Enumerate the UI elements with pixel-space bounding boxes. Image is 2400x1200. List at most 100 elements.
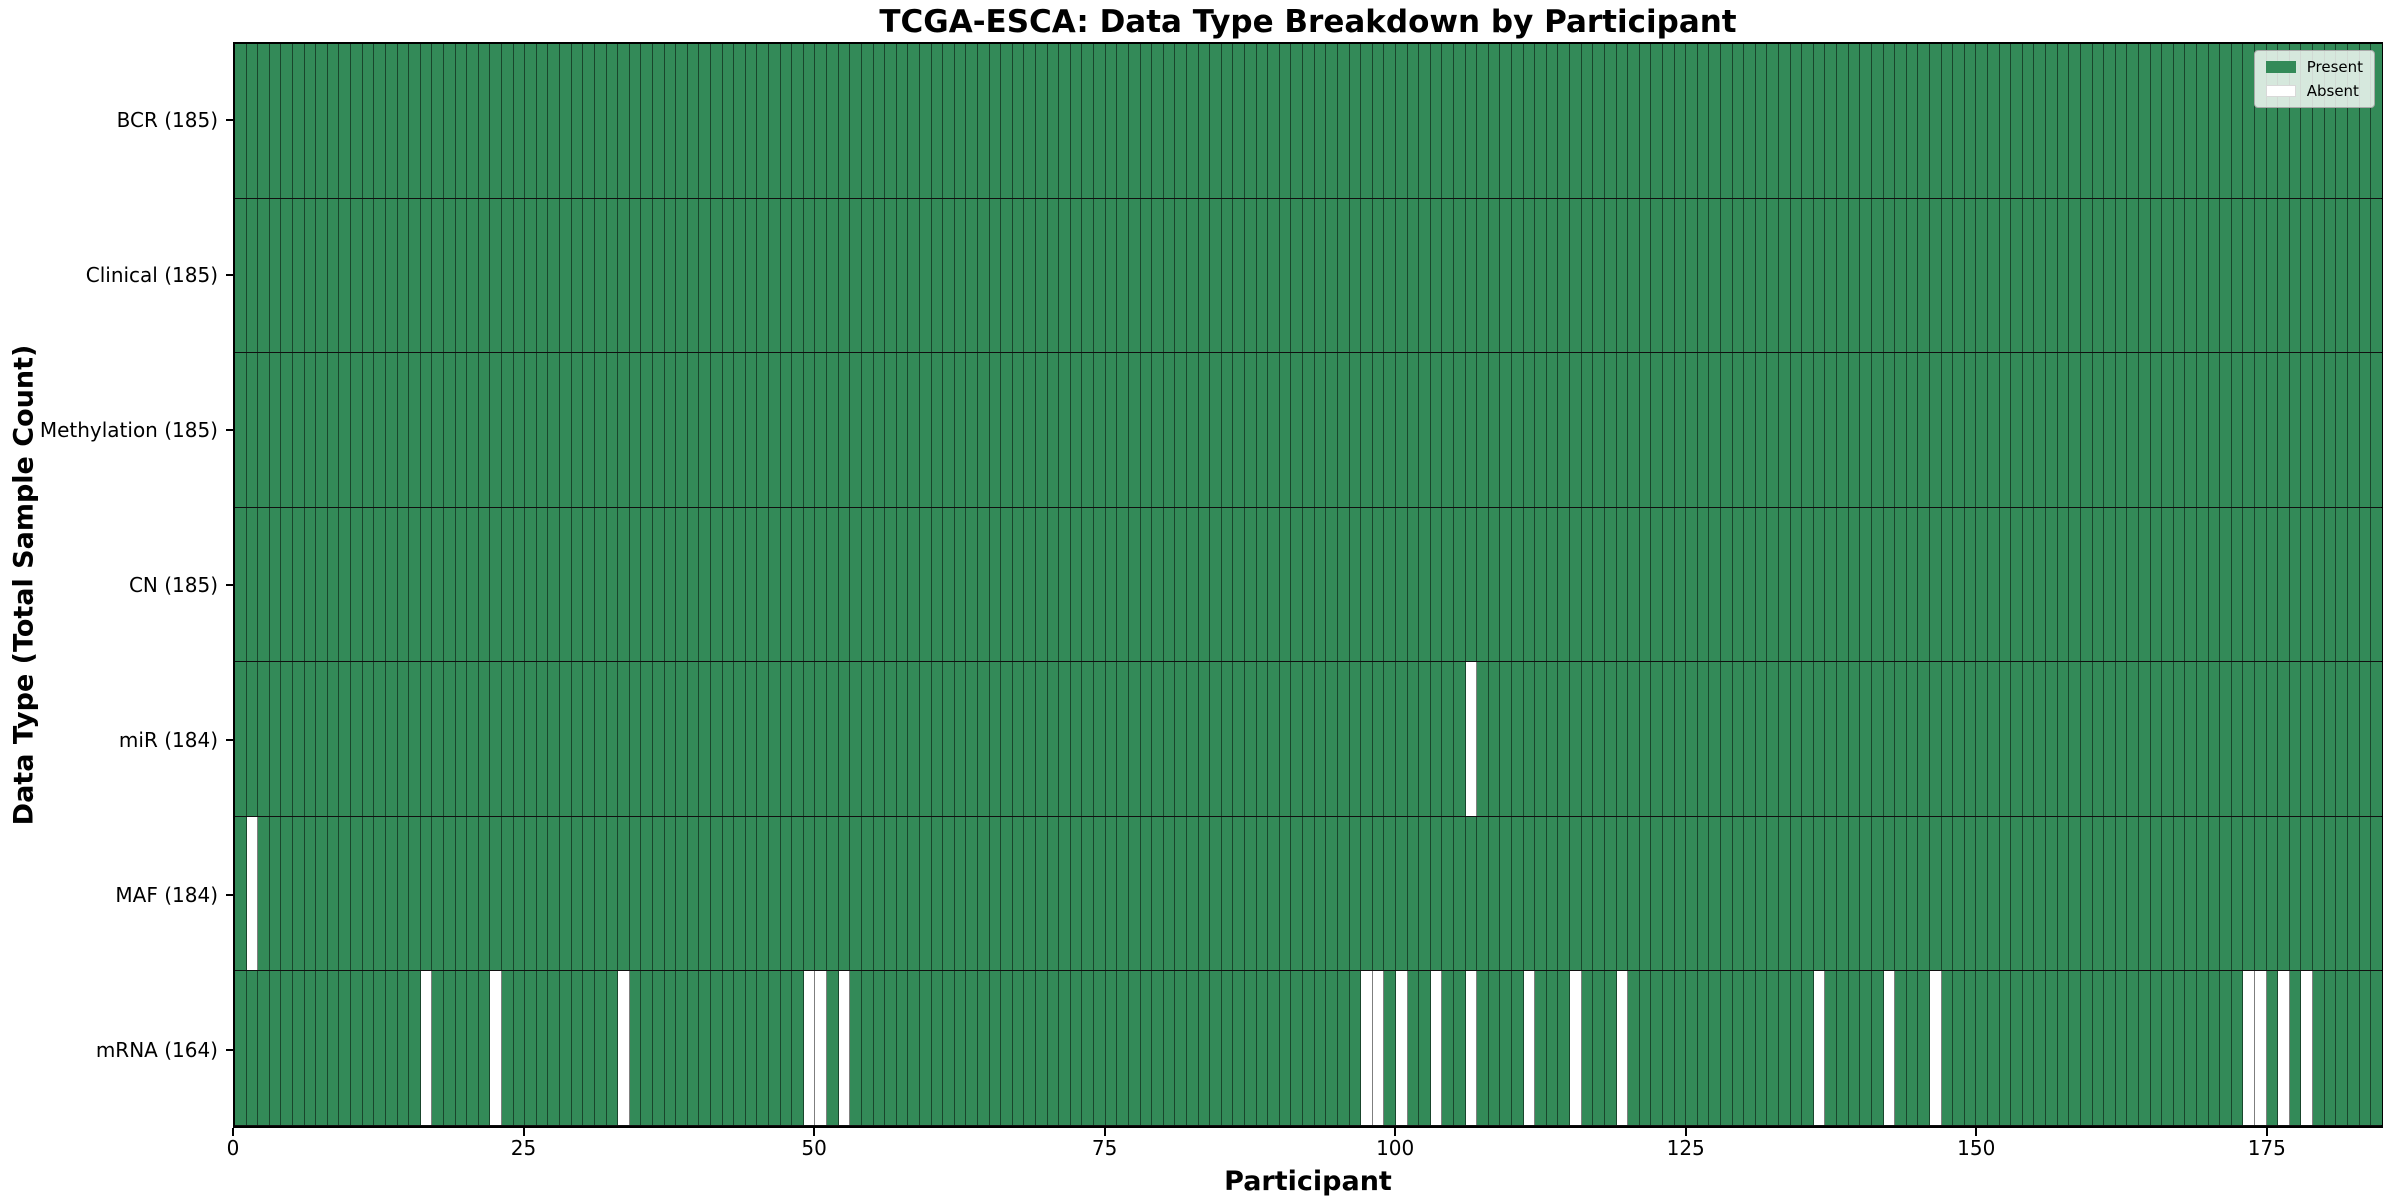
cell-Methylation-101-present bbox=[1407, 353, 1420, 507]
cell-CN-0-present bbox=[235, 507, 247, 662]
cell-Methylation-97-present bbox=[1361, 353, 1373, 507]
cell-Methylation-65-present bbox=[989, 353, 1002, 507]
cell-mRNA-76-present bbox=[1117, 971, 1129, 1126]
cell-MAF-59-present bbox=[919, 816, 932, 971]
cell-BCR-50-present bbox=[815, 44, 828, 198]
cell-miR-44-present bbox=[745, 662, 758, 816]
cell-Methylation-182-present bbox=[2347, 353, 2360, 507]
cell-Methylation-143-present bbox=[1895, 353, 1907, 507]
cell-Methylation-121-present bbox=[1639, 353, 1652, 507]
cell-CN-180-present bbox=[2324, 507, 2337, 662]
cell-CN-72-present bbox=[1070, 507, 1083, 662]
cell-mRNA-158-present bbox=[2069, 971, 2081, 1126]
cell-Methylation-129-present bbox=[1732, 353, 1745, 507]
cell-mRNA-147-present bbox=[1941, 971, 1954, 1126]
cell-CN-74-present bbox=[1094, 507, 1106, 662]
cell-CN-77-present bbox=[1128, 507, 1141, 662]
cell-BCR-18-present bbox=[443, 44, 456, 198]
cell-BCR-173-present bbox=[2243, 44, 2256, 198]
cell-mRNA-29-present bbox=[571, 971, 584, 1126]
cell-miR-94-present bbox=[1326, 662, 1338, 816]
cell-Clinical-32-present bbox=[606, 198, 619, 353]
cell-Methylation-107-present bbox=[1477, 353, 1489, 507]
cell-MAF-122-present bbox=[1651, 816, 1663, 971]
cell-Methylation-26-present bbox=[536, 353, 549, 507]
cell-MAF-176-present bbox=[2278, 816, 2290, 971]
cell-Clinical-141-present bbox=[1871, 198, 1884, 353]
cell-miR-77-present bbox=[1128, 662, 1141, 816]
cell-BCR-107-present bbox=[1477, 44, 1489, 198]
cell-mRNA-98-absent bbox=[1372, 971, 1385, 1126]
cell-Methylation-148-present bbox=[1953, 353, 1965, 507]
cell-miR-179-present bbox=[2313, 662, 2325, 816]
cell-MAF-12-present bbox=[374, 816, 386, 971]
cell-Clinical-118-present bbox=[1604, 198, 1617, 353]
cell-BCR-144-present bbox=[1906, 44, 1919, 198]
cell-mRNA-141-present bbox=[1871, 971, 1884, 1126]
cell-mRNA-154-present bbox=[2022, 971, 2035, 1126]
cell-MAF-116-present bbox=[1581, 816, 1594, 971]
cell-miR-155-present bbox=[2034, 662, 2047, 816]
cell-MAF-129-present bbox=[1732, 816, 1745, 971]
cell-BCR-77-present bbox=[1128, 44, 1141, 198]
cell-BCR-155-present bbox=[2034, 44, 2047, 198]
cell-mRNA-167-present bbox=[2173, 971, 2186, 1126]
cell-MAF-68-present bbox=[1024, 816, 1037, 971]
cell-mRNA-119-absent bbox=[1616, 971, 1629, 1126]
cell-Methylation-52-present bbox=[838, 353, 851, 507]
cell-MAF-75-present bbox=[1105, 816, 1118, 971]
cell-CN-131-present bbox=[1755, 507, 1768, 662]
cell-Clinical-148-present bbox=[1953, 198, 1965, 353]
cell-Clinical-45-present bbox=[757, 198, 770, 353]
cell-Methylation-27-present bbox=[548, 353, 561, 507]
cell-Methylation-0-present bbox=[235, 353, 247, 507]
cell-MAF-88-present bbox=[1256, 816, 1269, 971]
cell-CN-178-present bbox=[2301, 507, 2314, 662]
cell-Methylation-49-present bbox=[803, 353, 816, 507]
cell-Methylation-41-present bbox=[710, 353, 723, 507]
cell-Methylation-109-present bbox=[1500, 353, 1513, 507]
cell-MAF-108-present bbox=[1488, 816, 1501, 971]
cell-mRNA-47-present bbox=[780, 971, 793, 1126]
cell-BCR-184-present bbox=[2371, 44, 2382, 198]
cell-Methylation-96-present bbox=[1349, 353, 1362, 507]
cell-miR-53-present bbox=[850, 662, 862, 816]
cell-Methylation-13-present bbox=[385, 353, 398, 507]
cell-CN-6-present bbox=[304, 507, 317, 662]
cell-mRNA-9-present bbox=[339, 971, 352, 1126]
cell-BCR-41-present bbox=[710, 44, 723, 198]
cell-MAF-20-present bbox=[467, 816, 479, 971]
cell-Clinical-85-present bbox=[1221, 198, 1234, 353]
cell-CN-143-present bbox=[1895, 507, 1907, 662]
cell-CN-98-present bbox=[1372, 507, 1385, 662]
cell-Methylation-108-present bbox=[1488, 353, 1501, 507]
cell-Clinical-11-present bbox=[362, 198, 375, 353]
cell-Methylation-115-present bbox=[1570, 353, 1582, 507]
cell-CN-31-present bbox=[594, 507, 607, 662]
cell-MAF-133-present bbox=[1779, 816, 1791, 971]
cell-MAF-118-present bbox=[1604, 816, 1617, 971]
cell-Clinical-95-present bbox=[1337, 198, 1350, 353]
cell-Clinical-132-present bbox=[1767, 198, 1780, 353]
cell-Clinical-133-present bbox=[1779, 198, 1791, 353]
cell-Clinical-73-present bbox=[1082, 198, 1095, 353]
cell-mRNA-52-absent bbox=[838, 971, 851, 1126]
cell-Clinical-175-present bbox=[2266, 198, 2279, 353]
y-tick-mark bbox=[226, 273, 233, 276]
cell-miR-148-present bbox=[1953, 662, 1965, 816]
cell-Methylation-100-present bbox=[1395, 353, 1408, 507]
cell-mRNA-6-present bbox=[304, 971, 317, 1126]
cell-MAF-169-present bbox=[2196, 816, 2209, 971]
cell-miR-101-present bbox=[1407, 662, 1420, 816]
cell-mRNA-35-present bbox=[641, 971, 653, 1126]
cell-BCR-56-present bbox=[885, 44, 897, 198]
cell-mRNA-136-absent bbox=[1813, 971, 1826, 1126]
cell-miR-3-present bbox=[269, 662, 282, 816]
cell-miR-142-present bbox=[1883, 662, 1896, 816]
cell-CN-1-present bbox=[246, 507, 259, 662]
cell-Clinical-152-present bbox=[1999, 198, 2012, 353]
cell-miR-125-present bbox=[1686, 662, 1698, 816]
cell-BCR-36-present bbox=[652, 44, 665, 198]
cell-MAF-54-present bbox=[861, 816, 874, 971]
